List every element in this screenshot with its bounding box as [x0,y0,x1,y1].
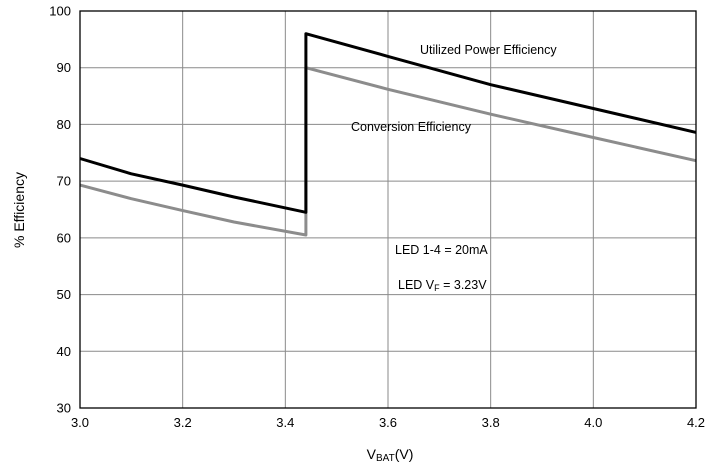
x-tick-label: 4.2 [687,415,705,430]
y-tick-label: 90 [57,60,71,75]
annotation-led-current: LED 1-4 = 20mA [395,243,488,257]
y-tick-label: 40 [57,344,71,359]
y-tick-label: 60 [57,230,71,245]
x-tick-label: 3.8 [482,415,500,430]
y-tick-label: 100 [49,4,71,19]
y-tick-label: 50 [57,287,71,302]
series-label-utilized: Utilized Power Efficiency [420,43,557,57]
y-axis-title: % Efficiency [11,172,27,248]
x-axis-title: VBAT(V) [367,446,414,464]
annotation-led-vf: LED VF = 3.23V [398,278,487,293]
y-tick-label: 70 [57,174,71,189]
grid [80,11,696,408]
series-lines [79,32,697,237]
series-line-utilized-power-efficiency [79,32,697,214]
x-tick-label: 3.6 [379,415,397,430]
x-tick-label: 3.0 [71,415,89,430]
y-tick-labels: 30 40 50 60 70 80 90 100 [49,4,71,416]
x-tick-label: 4.0 [584,415,602,430]
x-tick-label: 3.2 [174,415,192,430]
x-tick-labels: 3.0 3.2 3.4 3.6 3.8 4.0 4.2 [71,415,705,430]
x-tick-label: 3.4 [276,415,294,430]
plot-frame [79,10,697,409]
series-label-conversion: Conversion Efficiency [351,120,472,134]
y-tick-label: 80 [57,117,71,132]
y-tick-label: 30 [57,401,71,416]
